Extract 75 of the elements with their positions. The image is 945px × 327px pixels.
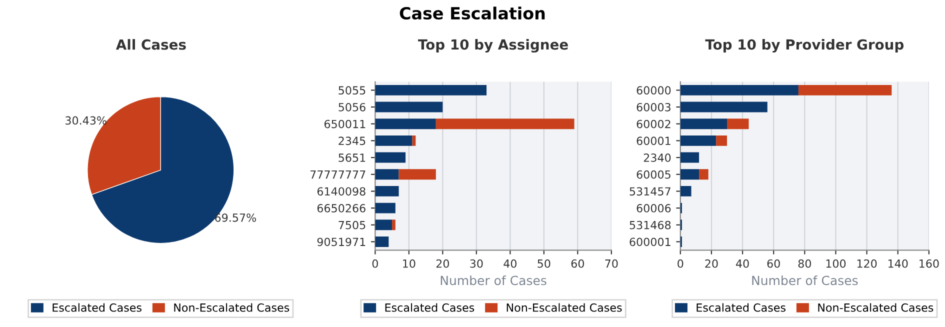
chart-subtitle: Top 10 by Assignee bbox=[418, 39, 568, 53]
y-tick-label: 5055 bbox=[338, 86, 366, 95]
data-label: 69.57% bbox=[215, 213, 256, 222]
legend-label: Escalated Cases bbox=[385, 303, 474, 312]
x-tick-label: 10 bbox=[403, 259, 416, 268]
y-tick-label: 5056 bbox=[338, 102, 366, 112]
y-tick-label: 60001 bbox=[636, 136, 670, 146]
x-axis-title: Number of Cases bbox=[752, 275, 858, 286]
bar bbox=[680, 169, 700, 180]
y-tick-label: 7505 bbox=[338, 220, 366, 230]
y-tick-label: 60006 bbox=[636, 204, 671, 212]
bar bbox=[798, 84, 892, 96]
legend-label: Non-Escalated Cases bbox=[506, 303, 622, 312]
y-tick-label: 77777777 bbox=[310, 170, 366, 179]
legend-label: Non-Escalated Cases bbox=[174, 303, 290, 312]
y-tick-label: 2340 bbox=[644, 154, 671, 162]
legend-label: Non-Escalated Cases bbox=[818, 303, 934, 312]
x-tick-label: 60 bbox=[571, 259, 584, 268]
bar bbox=[398, 169, 436, 180]
x-tick-label: 0 bbox=[678, 259, 684, 268]
x-tick-label: 30 bbox=[470, 259, 483, 268]
bar bbox=[375, 202, 396, 214]
x-tick-label: 20 bbox=[436, 259, 449, 268]
bar bbox=[680, 186, 692, 196]
y-tick-label: 6650266 bbox=[317, 204, 366, 212]
bar bbox=[375, 102, 443, 112]
y-tick-label: 60005 bbox=[636, 170, 670, 179]
chart-subtitle: Top 10 by Provider Group bbox=[705, 39, 904, 53]
legend-label: Escalated Cases bbox=[696, 303, 786, 312]
x-tick-label: 120 bbox=[857, 259, 877, 268]
legend-label: Escalated Cases bbox=[52, 303, 142, 312]
x-tick-label: 160 bbox=[920, 259, 939, 268]
x-tick-label: 80 bbox=[798, 259, 811, 268]
bar bbox=[436, 118, 574, 130]
x-tick-label: 50 bbox=[538, 259, 550, 268]
y-tick-label: 60002 bbox=[636, 120, 670, 128]
y-tick-label: 2345 bbox=[338, 136, 366, 146]
chart-title: Case Escalation bbox=[400, 6, 545, 20]
y-tick-label: 60000 bbox=[636, 86, 671, 95]
y-tick-label: 531468 bbox=[630, 220, 671, 230]
y-tick-label: 60003 bbox=[636, 102, 670, 112]
x-tick-label: 0 bbox=[372, 259, 378, 268]
x-tick-label: 40 bbox=[736, 259, 749, 268]
bar bbox=[680, 102, 768, 112]
y-tick-label: 9051971 bbox=[317, 238, 366, 246]
bar bbox=[375, 135, 412, 146]
y-tick-label: 6140098 bbox=[317, 187, 366, 196]
x-axis-title: Number of Cases bbox=[440, 275, 546, 286]
bar bbox=[727, 118, 749, 130]
chart-subtitle: All Cases bbox=[116, 39, 186, 50]
bar bbox=[375, 220, 392, 230]
x-tick-label: 70 bbox=[605, 259, 618, 268]
x-tick-label: 40 bbox=[504, 259, 516, 268]
bar bbox=[375, 169, 399, 180]
bar bbox=[392, 220, 396, 230]
bar bbox=[375, 84, 487, 96]
y-tick-label: 600001 bbox=[630, 238, 670, 246]
bar bbox=[375, 186, 399, 196]
y-tick-label: 531457 bbox=[630, 187, 670, 196]
x-tick-label: 60 bbox=[767, 259, 780, 268]
bar bbox=[680, 135, 716, 146]
x-tick-label: 100 bbox=[826, 259, 846, 268]
bar bbox=[680, 84, 798, 96]
bar bbox=[716, 135, 727, 146]
x-tick-label: 20 bbox=[705, 259, 718, 268]
y-tick-label: 5651 bbox=[338, 154, 366, 162]
data-label: 30.43% bbox=[66, 116, 106, 125]
bar bbox=[680, 152, 700, 163]
bar bbox=[680, 118, 727, 130]
bar bbox=[699, 169, 708, 180]
bar bbox=[375, 152, 406, 163]
x-tick-label: 140 bbox=[888, 259, 908, 268]
bar bbox=[375, 236, 389, 247]
bar bbox=[375, 118, 436, 130]
y-tick-label: 650011 bbox=[324, 120, 366, 128]
